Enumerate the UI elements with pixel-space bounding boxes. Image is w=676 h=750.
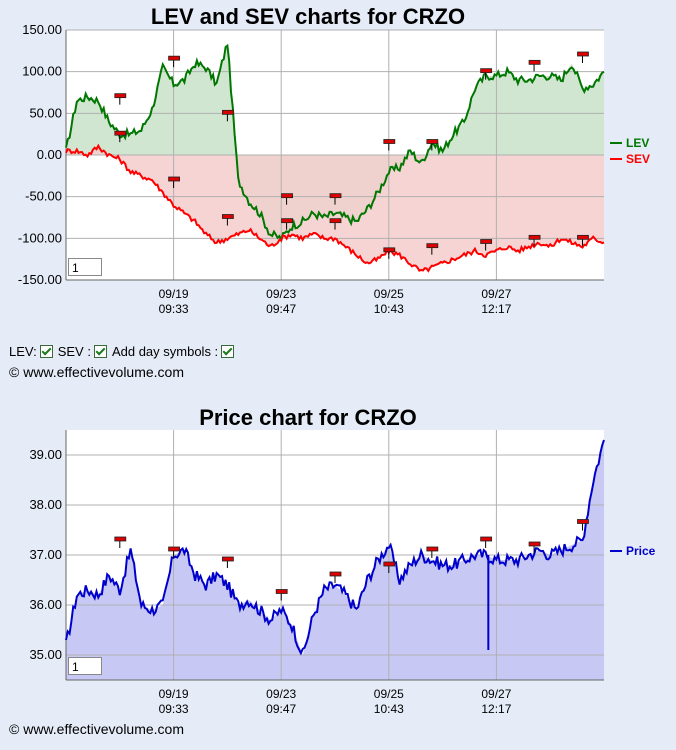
x-tick-label: 09/23 — [266, 687, 296, 701]
y-tick-label: 50.00 — [29, 105, 62, 120]
sev-checkbox-label: SEV : — [57, 344, 91, 359]
day-marker — [528, 59, 541, 65]
day-marker — [577, 234, 589, 240]
day-marker — [426, 546, 439, 552]
y-tick-label: 100.00 — [22, 64, 62, 79]
y-tick-label: 150.00 — [22, 22, 62, 37]
day-marker — [221, 214, 234, 219]
day-marker — [426, 139, 439, 144]
series-line-lev — [65, 43, 605, 244]
lev-checkbox-label: LEV: — [9, 344, 37, 359]
day-marker — [281, 193, 293, 199]
day-marker — [577, 519, 589, 524]
day-marker — [168, 55, 181, 61]
x-tick-label: 10:43 — [374, 302, 404, 316]
day-marker — [480, 536, 493, 542]
x-tick-label: 09/19 — [159, 687, 189, 701]
y-tick-label: 37.00 — [29, 547, 62, 562]
day-marker — [114, 93, 127, 99]
copyright-bottom: © www.effectivevolume.com — [9, 721, 185, 737]
day-marker — [383, 247, 396, 253]
day-marker — [329, 193, 342, 199]
lev-sev-zoom-input[interactable]: 1 — [68, 258, 102, 276]
price-chart-title: Price chart for CRZO — [199, 405, 417, 430]
x-tick-label: 09/25 — [374, 687, 404, 701]
lev-sev-chart: 150.00 100.00 50.00 0.00 -50.00 -100.00 -150.0… — [18, 22, 650, 316]
day-marker — [480, 239, 493, 244]
day-marker — [528, 234, 541, 240]
x-tick-label: 10:43 — [374, 702, 404, 716]
day-marker — [114, 536, 127, 542]
day-marker — [114, 130, 127, 136]
day-marker — [329, 571, 342, 577]
day-marker — [426, 243, 439, 249]
lev-sev-chart-title: LEV and SEV charts for CRZO — [150, 4, 466, 29]
series-line-sev — [65, 143, 605, 273]
day-marker — [383, 561, 396, 567]
day-marker — [383, 139, 396, 144]
day-symbols-checkbox-label: Add day symbols : — [111, 344, 219, 359]
legend-label-price: Price — [626, 544, 656, 558]
day-marker — [480, 68, 493, 74]
sev-checkbox[interactable] — [93, 345, 107, 358]
y-tick-label: 39.00 — [29, 447, 62, 462]
y-tick-label: -100.00 — [18, 230, 62, 245]
series-line-price — [65, 439, 605, 656]
series-fill-price — [66, 440, 604, 680]
day-marker — [528, 541, 541, 547]
day-marker — [168, 176, 181, 182]
day-marker — [168, 546, 181, 552]
day-marker — [281, 218, 293, 224]
lev-checkbox[interactable] — [39, 345, 53, 358]
series-fill-sev — [66, 146, 604, 272]
x-tick-label: 09/23 — [266, 287, 296, 301]
x-tick-label: 09/27 — [481, 687, 511, 701]
x-tick-label: 09:33 — [159, 702, 189, 716]
x-tick-label: 09:47 — [266, 702, 296, 716]
day-marker — [275, 589, 288, 594]
price-zoom-input[interactable]: 1 — [68, 657, 102, 675]
x-tick-label: 09/25 — [374, 287, 404, 301]
y-tick-label: 0.00 — [37, 147, 62, 162]
day-marker — [329, 218, 342, 224]
day-marker — [221, 109, 234, 115]
legend-label-lev: LEV — [626, 136, 649, 150]
legend-label-sev: SEV — [626, 152, 650, 166]
x-tick-label: 09/19 — [159, 287, 189, 301]
y-tick-label: -150.00 — [18, 272, 62, 287]
day-marker — [221, 556, 234, 562]
y-tick-label: 35.00 — [29, 647, 62, 662]
y-tick-label: -50.00 — [25, 189, 62, 204]
x-tick-label: 12:17 — [481, 302, 511, 316]
x-tick-label: 09/27 — [481, 287, 511, 301]
y-tick-label: 38.00 — [29, 497, 62, 512]
series-fill-lev — [66, 42, 604, 239]
day-marker — [577, 51, 589, 57]
chart-controls: LEV: SEV : Add day symbols : — [9, 344, 235, 359]
x-tick-label: 09:33 — [159, 302, 189, 316]
copyright-top: © www.effectivevolume.com — [9, 364, 185, 380]
day-symbols-checkbox[interactable] — [221, 345, 235, 358]
y-tick-label: 36.00 — [29, 597, 62, 612]
x-tick-label: 09:47 — [266, 302, 296, 316]
x-tick-label: 12:17 — [481, 702, 511, 716]
